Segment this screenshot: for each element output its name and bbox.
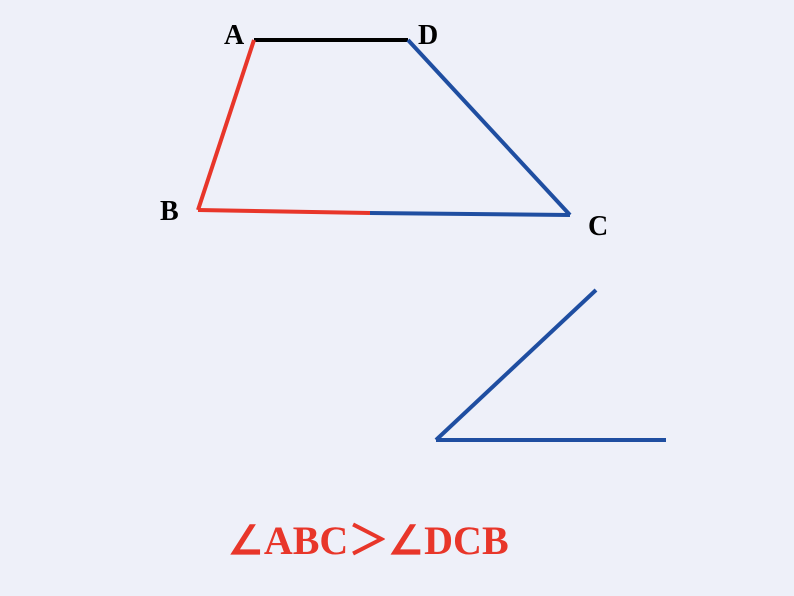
label-A: A [224,20,244,52]
angle-inequality: ∠ABC＞∠DCB [228,508,509,566]
diagram-canvas: A D B C ∠ABC＞∠DCB [0,0,794,596]
angle-ray-1 [436,290,596,440]
edge-BC-part1 [370,213,570,215]
edge-AB [198,40,254,210]
label-D: D [418,20,438,52]
label-B: B [160,196,179,228]
edge-DC [408,40,570,215]
geometry-svg [0,0,794,596]
edge-BC-part0 [198,210,370,213]
label-C: C [588,211,608,243]
